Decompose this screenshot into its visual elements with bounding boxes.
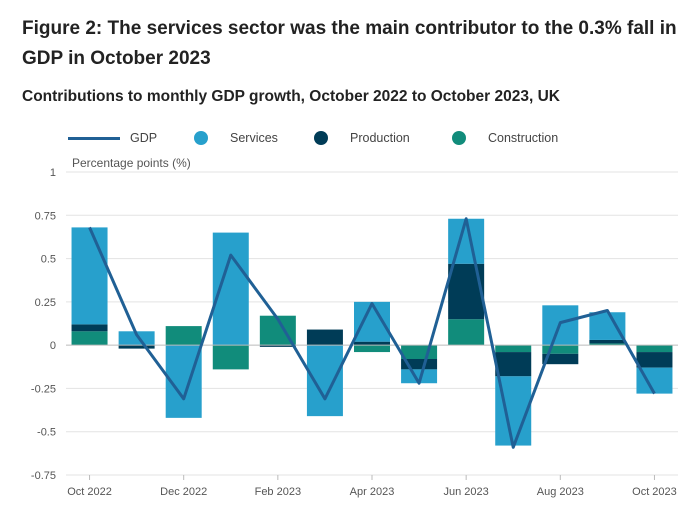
bar-services xyxy=(589,312,626,340)
legend-item-production: Production xyxy=(314,128,410,148)
chart-legend: GDP Services Production Construction xyxy=(68,128,688,148)
y-tick-label: -0.5 xyxy=(37,427,56,439)
bar-construction xyxy=(448,319,485,346)
y-axis-label: Percentage points (%) xyxy=(72,156,191,170)
bar-production xyxy=(71,324,108,332)
x-tick-label: Aug 2023 xyxy=(537,486,584,498)
x-tick-label: Oct 2023 xyxy=(632,486,677,498)
x-tick-label: Feb 2023 xyxy=(255,486,301,498)
y-tick-label: -0.25 xyxy=(31,383,56,395)
bar-construction xyxy=(71,331,108,346)
bar-production xyxy=(589,339,626,344)
bar-production xyxy=(259,345,296,347)
legend-construction-dot-icon xyxy=(452,131,466,145)
bar-production xyxy=(354,341,390,346)
y-tick-label: 0.25 xyxy=(35,297,56,309)
legend-item-gdp: GDP xyxy=(68,128,157,148)
bar-production xyxy=(636,352,673,368)
gdp-line xyxy=(88,217,656,449)
x-tick-label: Dec 2022 xyxy=(160,486,207,498)
bar-services xyxy=(71,227,108,325)
y-tick-label: 0 xyxy=(50,340,56,352)
bar-production xyxy=(448,263,485,320)
bar-services xyxy=(118,331,155,346)
bar-services xyxy=(306,345,343,417)
x-tick-label: Jun 2023 xyxy=(444,486,489,498)
x-axis: Oct 2022 Dec 2022 Feb 2023 Apr 2023 Jun 2023… xyxy=(67,475,677,498)
legend-gdp-label: GDP xyxy=(130,131,158,145)
bar-construction xyxy=(212,345,249,370)
bar-services xyxy=(354,301,390,342)
bar-production xyxy=(118,345,155,349)
legend-item-construction: Construction xyxy=(452,128,558,148)
bar-construction xyxy=(401,345,438,359)
bar-construction xyxy=(542,345,579,354)
legend-production-label: Production xyxy=(350,131,410,145)
bar-production xyxy=(401,358,438,370)
legend-services-label: Services xyxy=(230,131,278,145)
bar-services xyxy=(401,369,438,384)
bar-construction xyxy=(354,345,390,353)
y-tick-label: 0.75 xyxy=(35,210,56,222)
bar-construction xyxy=(589,343,626,346)
y-tick-label: -0.75 xyxy=(31,470,56,482)
bar-production xyxy=(306,329,343,346)
bar-construction xyxy=(495,345,532,353)
legend-production-dot-icon xyxy=(314,131,328,145)
legend-item-services: Services xyxy=(194,128,278,148)
y-axis: 1 0.75 0.5 0.25 0 -0.25 -0.5 -0.75 xyxy=(31,167,56,482)
chart-subtitle: Contributions to monthly GDP growth, Oct… xyxy=(22,88,560,105)
y-tick-label: 0.5 xyxy=(41,254,56,266)
bar-construction xyxy=(636,345,673,353)
legend-construction-label: Construction xyxy=(488,131,559,145)
gdp-series-line xyxy=(88,217,656,449)
bar-production xyxy=(542,353,579,365)
x-tick-label: Oct 2022 xyxy=(67,486,112,498)
legend-gdp-line-icon xyxy=(68,136,120,140)
bars xyxy=(71,218,673,446)
legend-services-dot-icon xyxy=(194,131,208,145)
bar-construction xyxy=(165,326,202,346)
y-tick-label: 1 xyxy=(50,167,56,179)
chart-title: Figure 2: The services sector was the ma… xyxy=(22,18,677,69)
x-tick-label: Apr 2023 xyxy=(350,486,395,498)
bar-production xyxy=(495,352,532,377)
